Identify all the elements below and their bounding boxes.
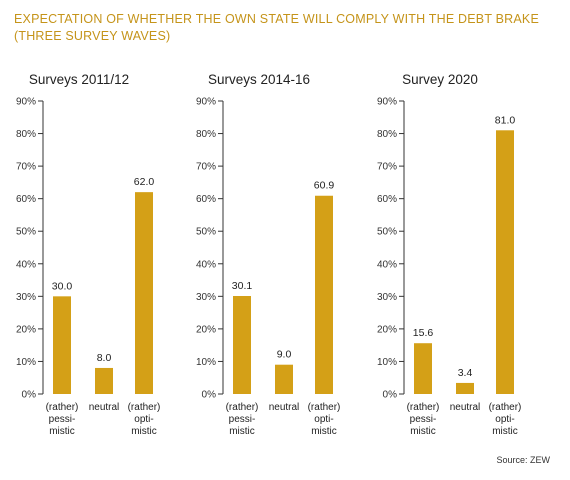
y-tick-label: 60% [377,194,397,205]
y-tick-label: 50% [196,227,216,238]
bar-value-label: 81.0 [495,114,516,126]
chart-title-line-2: (THREE SURVEY WAVES) [14,29,171,43]
panel-title-3: Survey 2020 [402,72,478,87]
category-label: (rather) opti-mistic [128,402,161,437]
y-tick-label: 60% [196,194,216,205]
y-tick-label: 50% [16,227,36,238]
y-tick-label: 30% [377,292,397,303]
bar-value-label: 15.6 [413,327,434,339]
panel-title-1: Surveys 2011/12 [29,72,129,87]
chart-title: EXPECTATION OF WHETHER THE OWN STATE WIL… [14,11,554,45]
bar-value-label: 60.9 [314,180,335,192]
bar [315,195,333,394]
bar-value-label: 62.0 [134,176,155,188]
y-tick-label: 90% [377,97,397,108]
bar-value-label: 30.0 [52,280,73,292]
bar [456,382,474,394]
category-label: (rather) opti-mistic [308,402,341,437]
y-tick-label: 70% [377,162,397,173]
y-tick-label: 80% [16,129,36,140]
y-tick-label: 30% [196,292,216,303]
category-label: neutral [269,402,300,413]
y-tick-label: 80% [196,129,216,140]
y-tick-label: 50% [377,227,397,238]
bar [135,192,153,394]
y-tick-label: 10% [377,357,397,368]
source-note: Source: ZEW [496,455,550,465]
y-tick-label: 20% [16,324,36,335]
y-tick-label: 0% [22,390,37,401]
y-tick-label: 0% [383,390,398,401]
y-tick-label: 20% [377,324,397,335]
bar [496,130,514,395]
y-tick-label: 40% [377,259,397,270]
y-tick-label: 70% [16,162,36,173]
panel-title-2: Surveys 2014-16 [208,72,310,87]
category-label: neutral [89,402,120,413]
category-label: (rather) pessi-mistic [226,402,259,437]
chart-title-line-1: EXPECTATION OF WHETHER THE OWN STATE WIL… [14,12,539,26]
y-tick-label: 40% [16,259,36,270]
bar [53,296,71,394]
y-tick-label: 20% [196,324,216,335]
bar [233,296,251,394]
bar-value-label: 30.1 [232,280,253,292]
category-label: neutral [450,402,481,413]
bar [414,343,432,394]
y-tick-label: 70% [196,162,216,173]
y-tick-label: 40% [196,259,216,270]
y-tick-label: 90% [16,97,36,108]
bar-value-label: 9.0 [277,349,292,361]
y-tick-label: 10% [16,357,36,368]
category-label: (rather) opti-mistic [489,402,522,437]
y-tick-label: 10% [196,357,216,368]
bar [95,367,113,394]
y-tick-label: 0% [202,390,217,401]
y-tick-label: 90% [196,97,216,108]
y-tick-label: 80% [377,129,397,140]
bar [275,364,293,394]
category-label: (rather) pessi-mistic [407,402,440,437]
category-label: (rather) pessi-mistic [46,402,79,437]
y-tick-label: 30% [16,292,36,303]
bar-value-label: 3.4 [458,367,473,379]
y-tick-label: 60% [16,194,36,205]
bar-value-label: 8.0 [97,352,112,364]
